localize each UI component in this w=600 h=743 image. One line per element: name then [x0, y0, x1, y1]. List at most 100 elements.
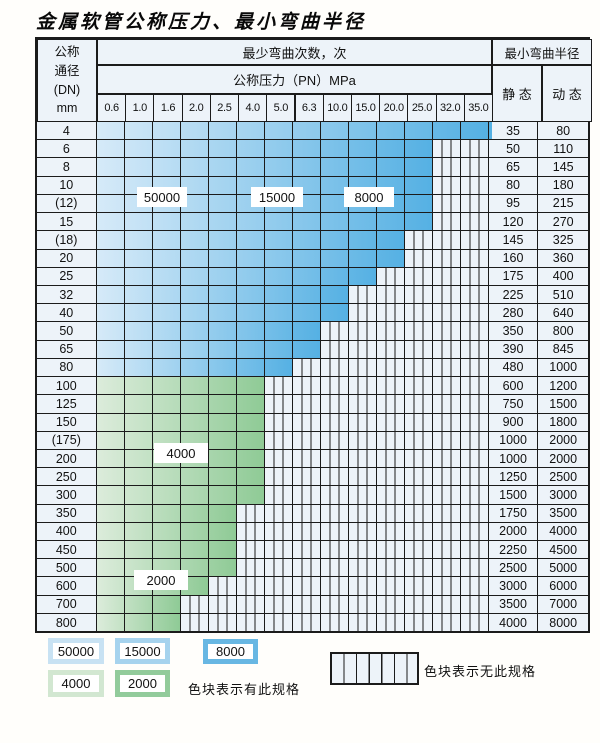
spec-cell: [433, 122, 461, 140]
no-spec-cell: [264, 449, 293, 468]
spec-cell: [321, 249, 349, 267]
corner-header-line: 公称: [54, 45, 80, 59]
dynamic-radius-cell: 110: [538, 140, 588, 158]
spec-cell: [209, 559, 237, 577]
spec-cell: [181, 522, 209, 541]
pressure-header: 公称压力（PN）MPa: [97, 65, 492, 94]
spec-cell: [97, 413, 125, 431]
static-radius-cell: 3000: [488, 577, 539, 595]
static-radius-cell: 350: [488, 322, 539, 340]
pressure-col-header: 4.0: [238, 94, 268, 122]
table-row: 250 1250 2500: [37, 468, 588, 487]
no-spec-cell: [404, 449, 433, 468]
spec-cell: [349, 267, 377, 285]
spec-cell: [237, 231, 265, 249]
no-spec-cell: [376, 468, 405, 486]
spec-cell: [321, 304, 349, 322]
dynamic-radius-cell: 1800: [538, 413, 588, 431]
spec-cell: [97, 194, 125, 213]
dynamic-radius-cell: 4500: [538, 541, 588, 559]
spec-cell: [349, 213, 377, 231]
no-spec-cell: [432, 140, 461, 158]
spec-cell: [181, 194, 209, 213]
table-row: 15 120 270: [37, 213, 588, 232]
pressure-cells: [96, 340, 489, 358]
no-spec-cell: [404, 377, 433, 395]
dn-cell: 700: [37, 595, 97, 613]
pressure-cells: [96, 358, 489, 377]
spec-cell: [181, 486, 209, 504]
no-spec-cell: [432, 595, 461, 613]
spec-cell: [181, 231, 209, 249]
spec-cell: [265, 322, 293, 340]
static-radius-cell: 900: [488, 413, 539, 431]
dynamic-radius-cell: 400: [538, 267, 588, 285]
spec-cell: [293, 194, 321, 213]
dn-cell: 80: [37, 358, 97, 377]
spec-cell: [377, 122, 405, 140]
no-spec-cell: [320, 340, 349, 358]
static-radius-cell: 1750: [488, 504, 539, 522]
spec-cell: [153, 486, 181, 504]
no-spec-cell: [348, 504, 377, 522]
spec-cell: [237, 486, 265, 504]
spec-cell: [125, 176, 153, 194]
spec-cell: [125, 213, 153, 231]
spec-cell: [209, 158, 237, 176]
static-radius-cell: 175: [488, 267, 539, 285]
table-row: 300 1500 3000: [37, 486, 588, 505]
spec-cell: [97, 213, 125, 231]
dynamic-radius-cell: 2000: [538, 449, 588, 468]
no-spec-cell: [460, 140, 489, 158]
table-row: 6 50 110: [37, 140, 588, 159]
no-spec-cell: [264, 541, 293, 559]
spec-cell: [153, 158, 181, 176]
no-spec-cell: [292, 522, 321, 541]
spec-cell: [209, 213, 237, 231]
no-spec-cell: [320, 559, 349, 577]
corner-header-line: mm: [56, 101, 78, 116]
no-spec-cell: [292, 395, 321, 413]
static-radius-cell: 120: [488, 213, 539, 231]
pressure-col-header: 20.0: [379, 94, 409, 122]
no-spec-cell: [404, 577, 433, 595]
static-radius-cell: 160: [488, 249, 539, 267]
dynamic-radius-cell: 8000: [538, 613, 588, 632]
green-spec-band: [96, 522, 238, 541]
no-spec-cell: [432, 522, 461, 541]
spec-cell: [237, 468, 265, 486]
no-spec-cell: [404, 304, 433, 322]
spec-cell: [97, 468, 125, 486]
no-spec-cell: [376, 267, 405, 285]
spec-cell: [349, 122, 377, 140]
spec-cell: [181, 504, 209, 522]
static-radius-cell: 1250: [488, 468, 539, 486]
no-spec-cell: [320, 358, 349, 377]
dynamic-radius-cell: 215: [538, 194, 588, 213]
spec-cell: [153, 358, 181, 377]
spec-cell: [237, 249, 265, 267]
legend-no-spec-swatch: [330, 652, 419, 685]
spec-cell: [97, 249, 125, 267]
spec-cell: [97, 140, 125, 158]
no-spec-cell: [460, 613, 489, 632]
corner-header-line: 通径: [54, 63, 80, 78]
no-spec-cell: [376, 449, 405, 468]
spec-cell: [265, 249, 293, 267]
no-spec-cell: [432, 613, 461, 632]
no-spec-cell: [432, 213, 461, 231]
static-radius-cell: 2000: [488, 522, 539, 541]
spec-cell: [405, 158, 433, 176]
spec-cell: [153, 541, 181, 559]
dynamic-radius-cell: 845: [538, 340, 588, 358]
pressure-cells: [96, 322, 489, 340]
spec-cell: [181, 541, 209, 559]
dn-cell: 150: [37, 413, 97, 431]
blue-spec-band: [96, 158, 436, 176]
no-spec-cell: [432, 559, 461, 577]
no-spec-cell: [180, 613, 209, 632]
pressure-cells: [96, 395, 489, 413]
no-spec-cell: [404, 322, 433, 340]
bend-cycles-header: 最少弯曲次数，次: [97, 39, 492, 65]
